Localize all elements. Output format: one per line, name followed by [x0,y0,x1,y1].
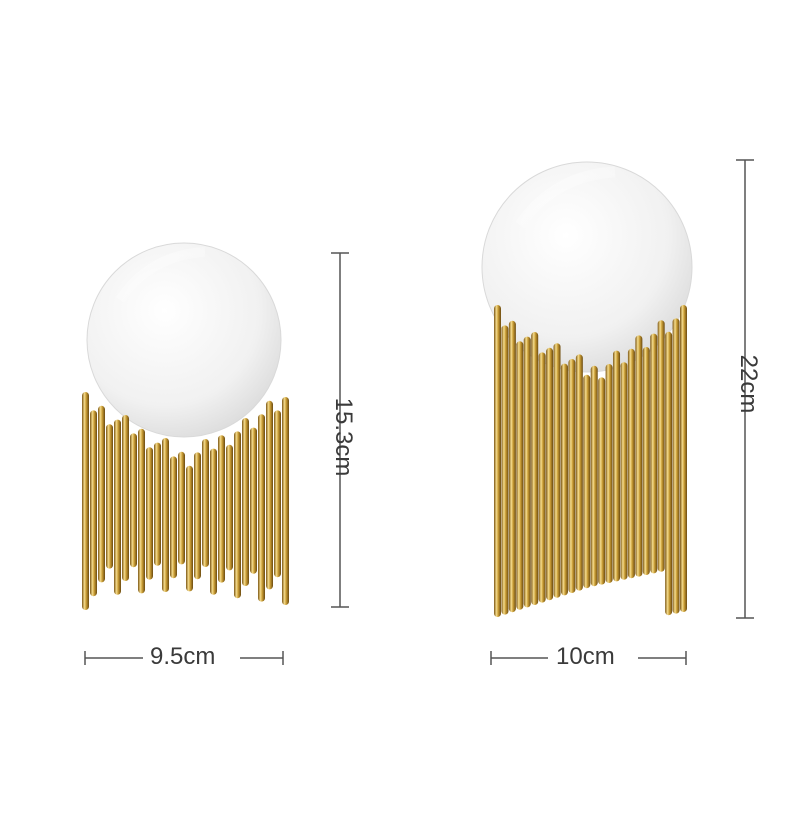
gold-tube [553,343,561,598]
gold-tube [508,320,516,613]
gold-tube [258,414,265,602]
small-ornament [82,242,289,610]
gold-tube [154,442,161,566]
gold-tube [613,350,621,582]
gold-tube [538,352,546,603]
gold-tube [501,325,509,615]
gold-tube [178,451,185,565]
gold-tube [226,444,233,571]
gold-tube [162,438,169,592]
gold-tube [98,405,105,583]
gold-tube [605,364,613,583]
small-height-label: 15.3cm [330,397,357,477]
gold-tube [598,377,606,585]
gold-tube [138,428,145,594]
gold-tube [202,439,209,567]
gold-tube [650,333,658,574]
gold-tube [672,318,680,614]
gold-tube [568,359,576,593]
gold-tube [106,424,113,569]
gold-tube [657,320,665,572]
gold-tube [274,410,281,578]
gold-tube [122,415,129,581]
large-ornament [481,161,693,617]
gold-tube [114,419,121,595]
small-gold-stand [82,392,289,610]
gold-tube [234,431,241,599]
gold-tube [210,448,217,595]
small-crystal-ball [86,242,282,438]
gold-tube [620,362,628,580]
gold-tube [575,354,583,591]
gold-tube [523,336,531,608]
gold-tube [242,418,249,586]
gold-tube [590,365,598,587]
dimension-lines [84,159,754,665]
gold-tube [218,435,225,583]
gold-tube [130,433,137,568]
gold-tube [82,392,89,610]
gold-tube [90,410,97,597]
gold-tube [186,465,193,592]
gold-tube [635,335,643,577]
gold-tube [282,397,289,605]
gold-tube [250,427,257,574]
gold-tube [170,456,177,579]
gold-tube [494,305,501,617]
large-width-label: 10cm [556,643,615,670]
gold-tube [560,363,568,596]
large-height-label: 22cm [735,354,762,414]
gold-tube [194,452,201,580]
gold-tube [627,348,635,579]
gold-tube [266,400,273,590]
gold-tube [516,341,524,610]
gold-tube [531,332,539,605]
gold-tube [146,447,153,580]
gold-tube [665,331,673,616]
large-gold-stand [494,305,687,617]
small-width-label: 9.5cm [150,643,216,670]
gold-tube [680,305,687,612]
gold-tube [546,347,554,601]
gold-tube [583,374,591,589]
gold-tube [642,347,650,575]
